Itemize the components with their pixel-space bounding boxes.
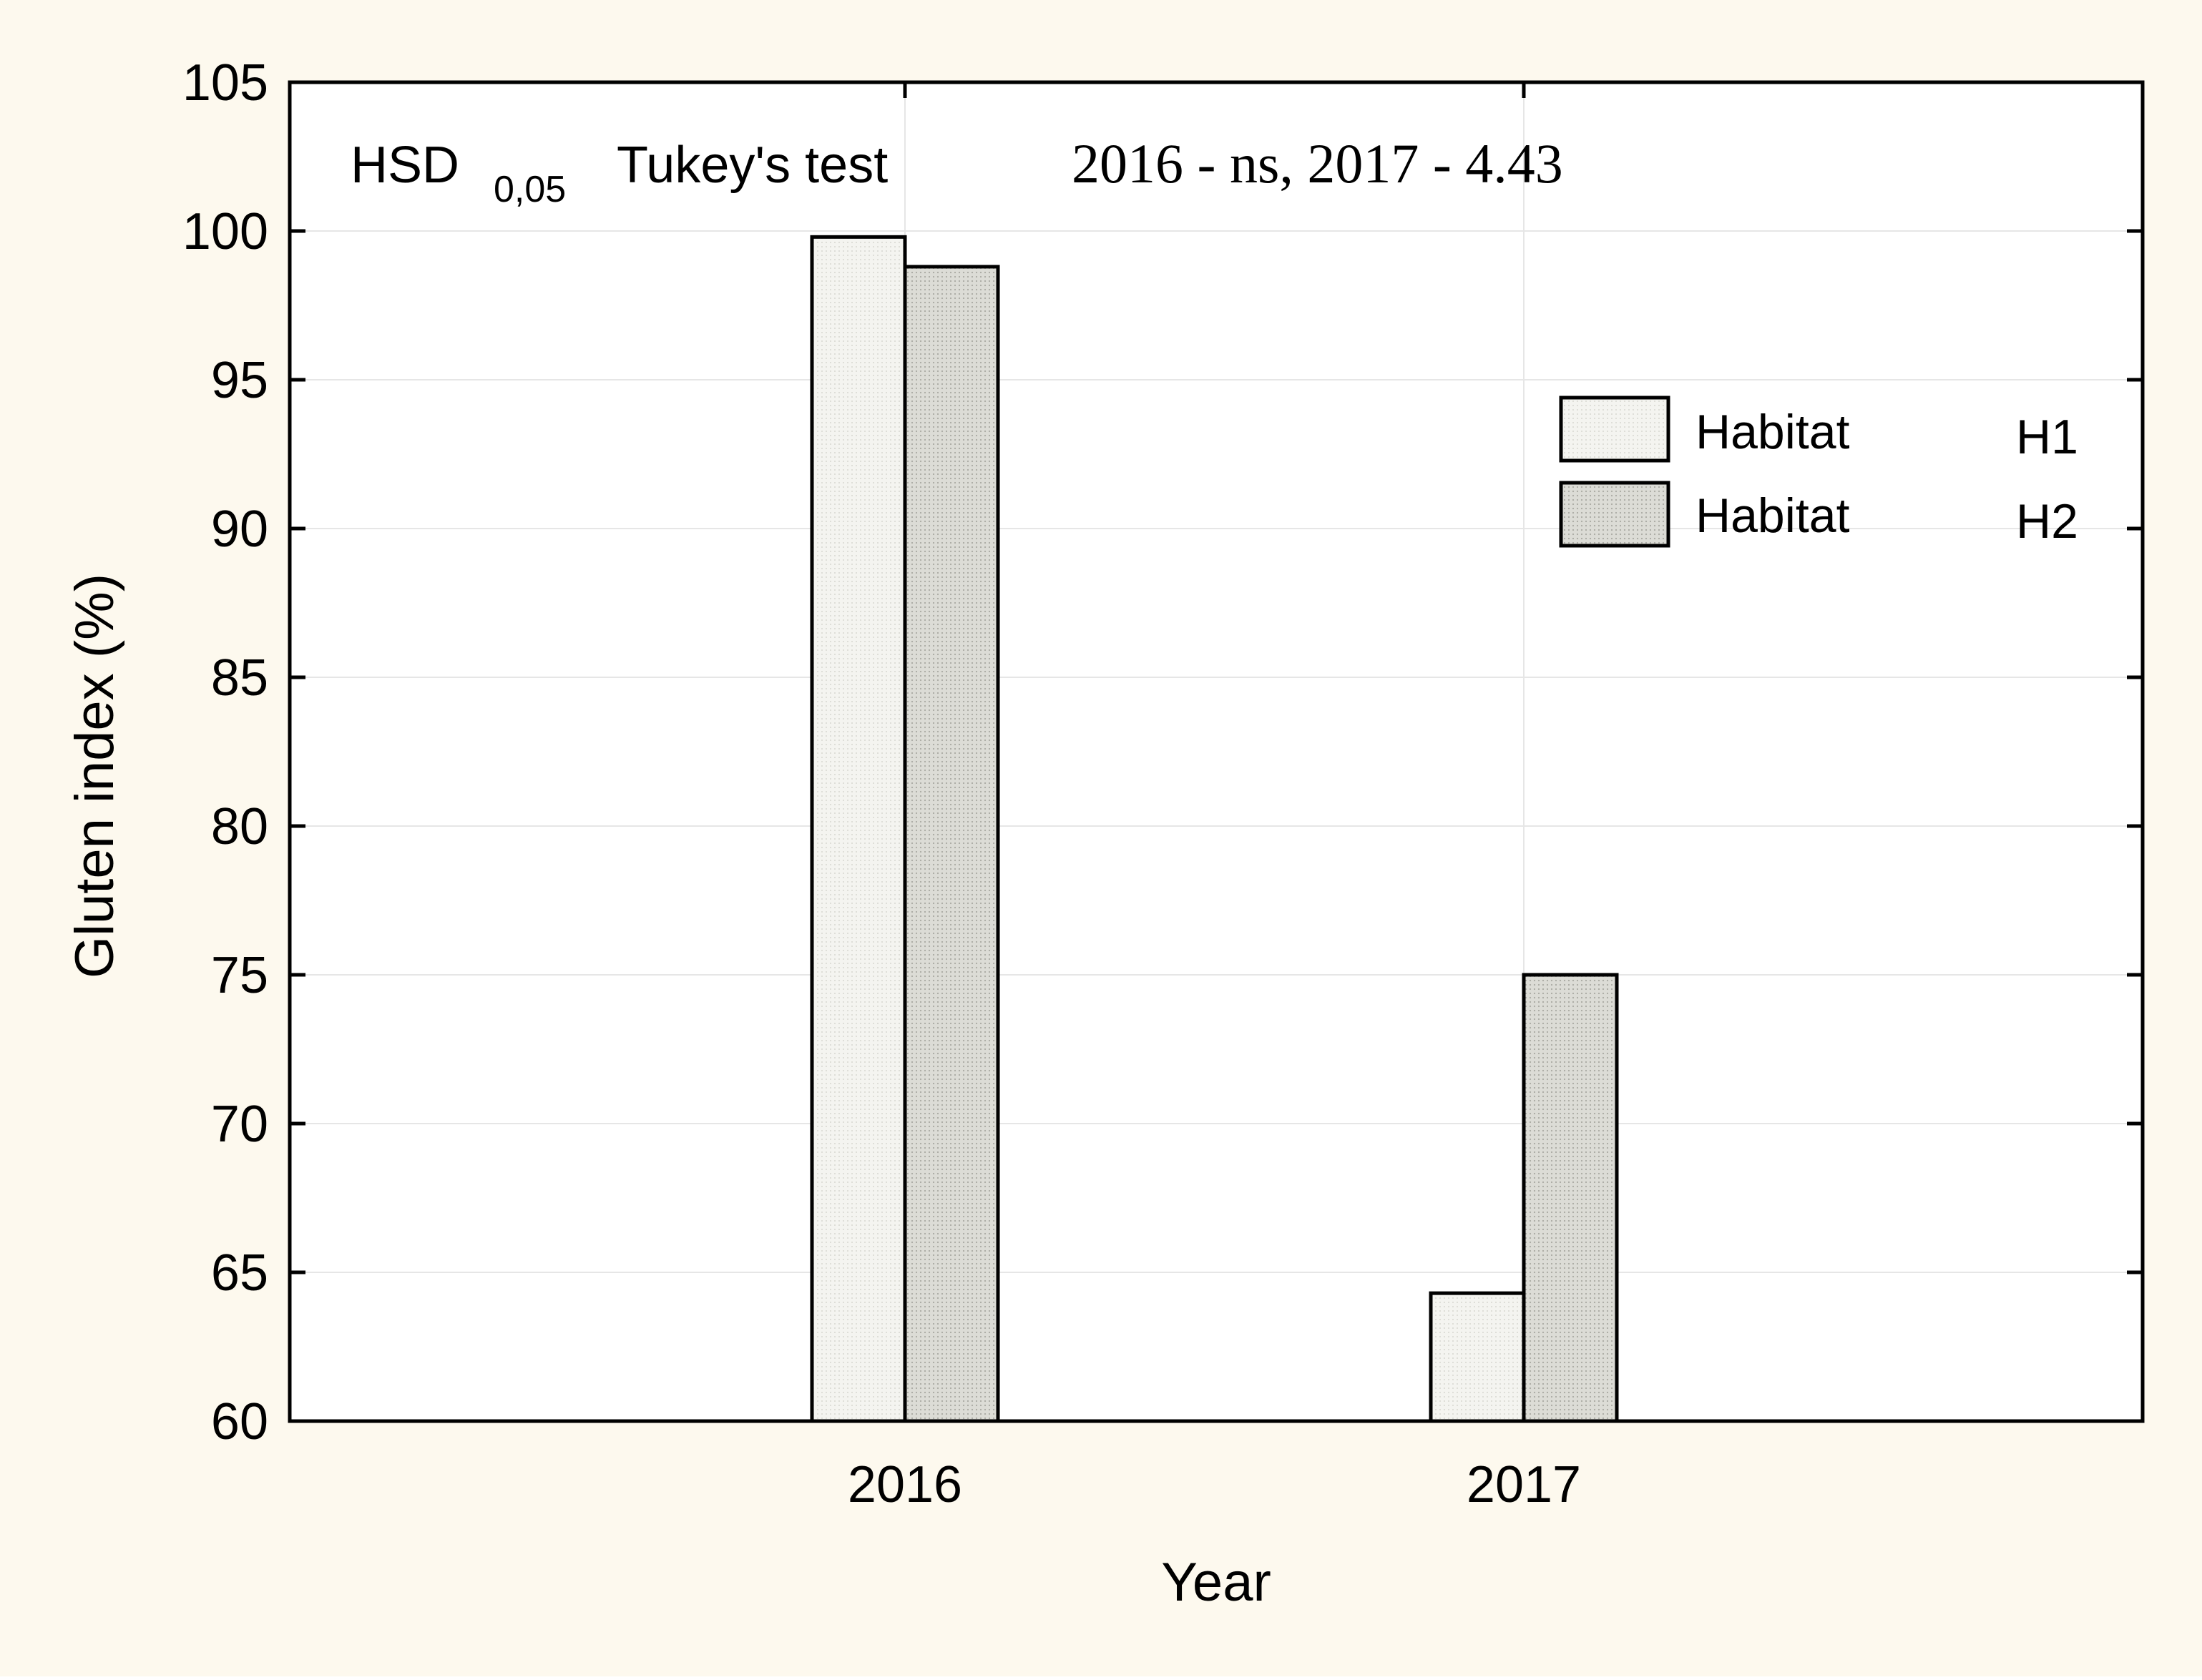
x-tick-labels: 2016 2017 bbox=[848, 1456, 1581, 1513]
bar-h1-2016 bbox=[810, 235, 907, 1423]
y-tick-label-65: 65 bbox=[211, 1244, 268, 1302]
hsd-values: 2016 - ns, 2017 - 4.43 bbox=[1072, 132, 1563, 195]
axis-ticks bbox=[290, 80, 2143, 1423]
legend: Habitat H1 Habitat H2 bbox=[1559, 396, 2078, 549]
y-tick-label-100: 100 bbox=[182, 203, 268, 260]
bar-h1-2017 bbox=[1429, 1291, 1526, 1423]
hsd-annotation: HSD 0,05 Tukey's test 2016 - ns, 2017 - … bbox=[351, 132, 1563, 210]
legend-swatch-h1 bbox=[1559, 396, 1670, 463]
legend-swatch-h2 bbox=[1559, 481, 1670, 548]
bars bbox=[810, 235, 1619, 1423]
bar-h2-2017 bbox=[1522, 973, 1619, 1423]
y-tick-label-80: 80 bbox=[211, 798, 268, 855]
y-tick-label-90: 90 bbox=[211, 501, 268, 558]
x-tick-label-2016: 2016 bbox=[848, 1456, 962, 1513]
y-tick-label-60: 60 bbox=[211, 1393, 268, 1450]
hsd-subscript: 0,05 bbox=[494, 169, 566, 210]
y-tick-labels: 60 65 70 75 80 85 90 95 100 105 bbox=[182, 54, 268, 1450]
plot-area bbox=[290, 82, 2143, 1421]
x-tick-label-2017: 2017 bbox=[1467, 1456, 1581, 1513]
y-tick-label-85: 85 bbox=[211, 649, 268, 707]
legend-label-h1: Habitat bbox=[1695, 405, 1850, 459]
y-tick-label-75: 75 bbox=[211, 947, 268, 1004]
tukey-test-label: Tukey's test bbox=[617, 137, 888, 194]
bar-h2-2016 bbox=[903, 265, 1000, 1423]
legend-label-h2: Habitat bbox=[1695, 488, 1850, 543]
x-axis-title: Year bbox=[1161, 1552, 1271, 1613]
y-axis-title: Gluten index (%) bbox=[64, 574, 125, 978]
legend-tag-h1: H1 bbox=[2016, 410, 2078, 464]
hsd-label: HSD bbox=[351, 137, 459, 194]
y-tick-label-95: 95 bbox=[211, 352, 268, 409]
plot-frame bbox=[288, 80, 2145, 1423]
y-tick-label-105: 105 bbox=[182, 54, 268, 112]
y-tick-label-70: 70 bbox=[211, 1096, 268, 1153]
legend-tag-h2: H2 bbox=[2016, 494, 2078, 549]
